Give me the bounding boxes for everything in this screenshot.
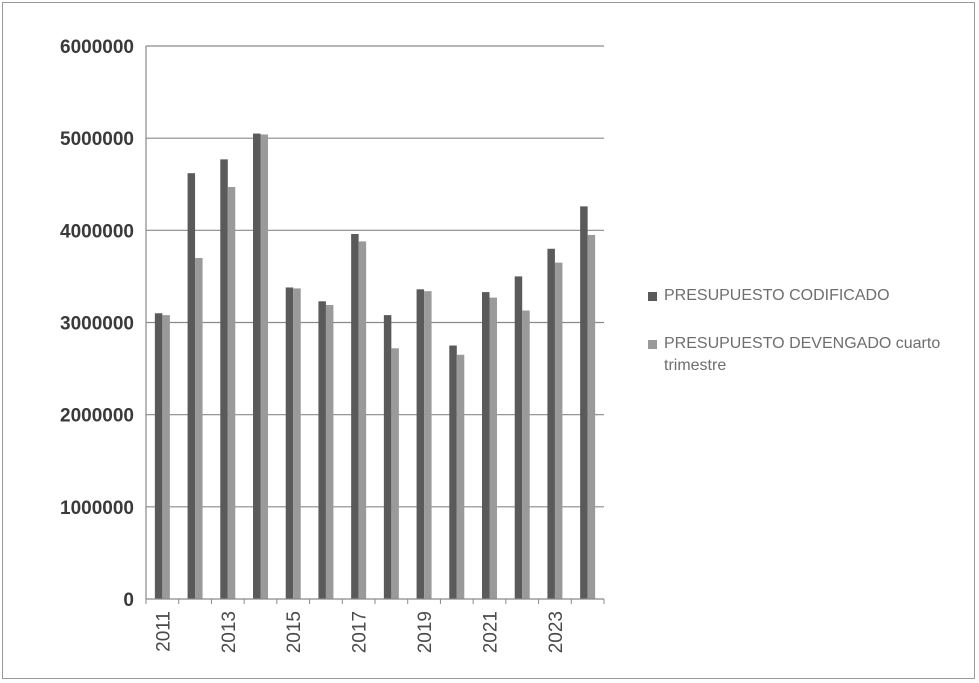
legend: PRESUPUESTO CODIFICADO PRESUPUESTO DEVEN… (648, 285, 968, 403)
y-tick-label: 5000000 (60, 129, 134, 150)
bar-devengado-2013 (227, 187, 236, 599)
y-tick-label: 2000000 (60, 406, 134, 427)
bar-devengado-2022 (522, 310, 530, 599)
axes (145, 46, 605, 604)
bar-devengado-2014 (260, 134, 268, 600)
x-tick-label: 2013 (219, 611, 240, 653)
bar-codificado-2015 (285, 287, 294, 599)
x-tick-label: 2011 (153, 611, 174, 652)
bar-codificado-2019 (416, 289, 425, 599)
x-tick-label: 2023 (546, 611, 567, 653)
bar-devengado-2017 (358, 241, 367, 600)
bar-devengado-2011 (162, 315, 170, 599)
y-tick-label: 6000000 (60, 37, 134, 58)
bar-devengado-2024 (587, 234, 596, 600)
bar-devengado-2020 (456, 354, 465, 599)
x-tick-label: 2015 (284, 611, 305, 653)
x-tick-labels: 2011 2013 2015 2017 2019 2021 2023 (153, 611, 567, 653)
bar-codificado-2014 (253, 133, 261, 599)
bar-codificado-2023 (547, 248, 555, 599)
bar-codificado-2018 (383, 315, 392, 599)
legend-label-devengado: PRESUPUESTO DEVENGADO cuarto trimestre (664, 335, 941, 374)
y-tick-label: 4000000 (60, 221, 134, 242)
x-tick-label: 2017 (350, 611, 371, 653)
bar-codificado-2020 (449, 345, 457, 599)
bar-devengado-2015 (293, 288, 301, 599)
bar-devengado-2018 (391, 348, 399, 599)
bar-codificado-2024 (580, 206, 588, 599)
bars (154, 133, 596, 600)
bar-codificado-2021 (482, 292, 490, 599)
bar-codificado-2017 (351, 234, 359, 599)
bar-codificado-2016 (318, 301, 326, 599)
x-tick-label: 2019 (415, 611, 436, 653)
bar-codificado-2013 (220, 159, 228, 600)
bar-codificado-2011 (154, 313, 163, 599)
bar-codificado-2022 (514, 276, 523, 599)
x-tick-label: 2021 (481, 611, 502, 653)
y-tick-label: 0 (123, 590, 134, 611)
y-tick-label: 3000000 (60, 314, 134, 335)
y-tick-labels: 0 1000000 2000000 3000000 4000000 5000000 6000… (60, 37, 134, 611)
legend-item-codificado: PRESUPUESTO CODIFICADO (648, 285, 968, 307)
bar-devengado-2016 (325, 304, 334, 599)
legend-swatch-devengado (648, 340, 657, 349)
legend-item-devengado: PRESUPUESTO DEVENGADO cuarto trimestre (648, 333, 968, 377)
bar-codificado-2012 (187, 173, 196, 599)
bar-devengado-2012 (195, 257, 203, 599)
bar-devengado-2021 (489, 297, 497, 599)
bar-devengado-2019 (424, 291, 432, 599)
y-tick-label: 1000000 (60, 498, 134, 519)
legend-swatch-codificado (648, 292, 657, 301)
gridlines (146, 45, 604, 508)
bar-devengado-2023 (554, 262, 563, 599)
legend-label-codificado: PRESUPUESTO CODIFICADO (664, 287, 890, 304)
